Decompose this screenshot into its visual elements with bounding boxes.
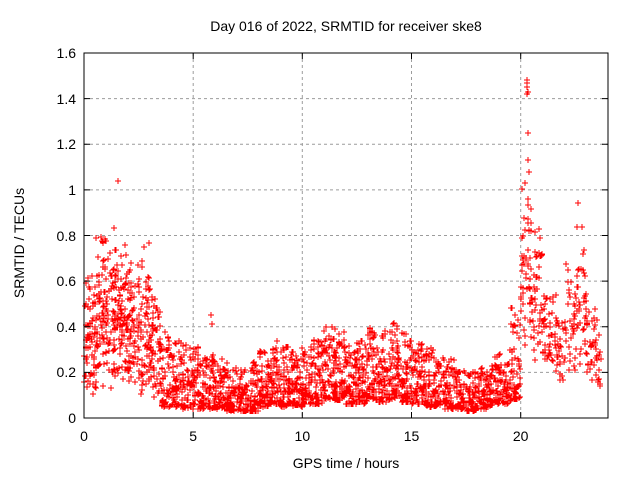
x-tick-label: 10 [294, 428, 311, 444]
y-tick-label: 0.2 [56, 364, 76, 381]
y-tick-label: 1.2 [56, 136, 76, 153]
chart-title: Day 016 of 2022, SRMTID for receiver ske… [210, 18, 482, 34]
scatter-points [81, 77, 604, 414]
y-tick-label: 0.4 [56, 318, 76, 335]
y-tick-label: 1.4 [56, 90, 76, 107]
x-axis-label: GPS time / hours [292, 455, 400, 471]
x-tick-label: 15 [403, 428, 420, 444]
tick-marks [83, 52, 608, 419]
y-tick-label: 1 [68, 181, 76, 198]
y-tick-label: 0.8 [56, 227, 76, 244]
y-tick-label: 0.6 [56, 273, 76, 290]
y-tick-label: 1.6 [56, 45, 76, 61]
x-tick-label: 0 [80, 428, 88, 444]
x-tick-label: 20 [512, 428, 529, 444]
x-tick-label: 5 [189, 428, 198, 444]
y-tick-label: 0 [68, 410, 76, 426]
